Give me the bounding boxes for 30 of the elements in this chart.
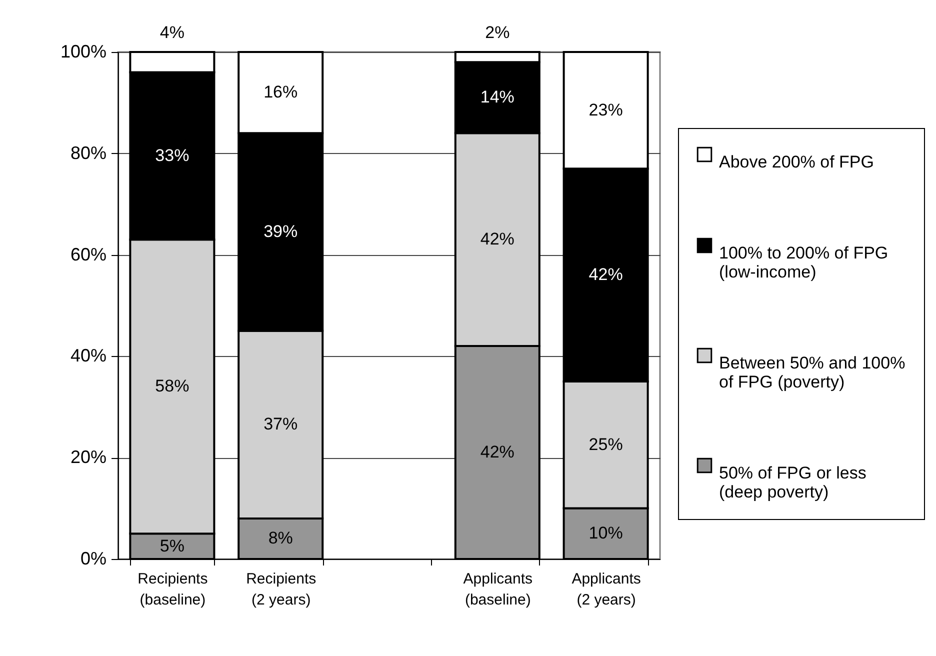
- y-tick-label: 80%: [70, 142, 106, 163]
- x-tick-label: Applicants (baseline): [463, 570, 533, 608]
- data-label: 2%: [485, 23, 510, 42]
- data-label: 42%: [480, 442, 514, 462]
- y-tick-label: 100%: [60, 42, 106, 62]
- data-label: 33%: [155, 146, 190, 165]
- y-tick-label: 40%: [70, 346, 106, 366]
- y-tick-label: 20%: [70, 447, 106, 468]
- data-label: 39%: [264, 222, 298, 241]
- data-label: 10%: [588, 524, 623, 543]
- y-tick-label: 60%: [70, 244, 106, 264]
- legend-label: Between 50% and 100% of FPG (poverty): [719, 354, 906, 392]
- data-label: 37%: [264, 414, 298, 434]
- data-label: 16%: [264, 82, 298, 102]
- data-label: 25%: [588, 434, 623, 454]
- legend-label: 50% of FPG or less (deep poverty): [719, 464, 866, 502]
- legend-label: 100% to 200% of FPG (low-income): [719, 244, 888, 282]
- data-label: 4%: [160, 23, 184, 42]
- data-label: 8%: [268, 528, 293, 548]
- y-tick-label: 0%: [80, 548, 106, 568]
- data-label: 14%: [480, 88, 514, 107]
- data-label: 42%: [588, 265, 623, 284]
- data-label: 42%: [480, 230, 514, 249]
- data-label: 58%: [155, 376, 190, 396]
- data-label: 5%: [160, 536, 184, 556]
- x-tick-label: Recipients (2 years): [246, 570, 316, 608]
- x-tick-label: Recipients (baseline): [138, 570, 208, 608]
- x-tick-label: Applicants (2 years): [572, 570, 641, 608]
- data-label: 23%: [588, 100, 623, 120]
- legend-label: Above 200% of FPG: [719, 152, 874, 172]
